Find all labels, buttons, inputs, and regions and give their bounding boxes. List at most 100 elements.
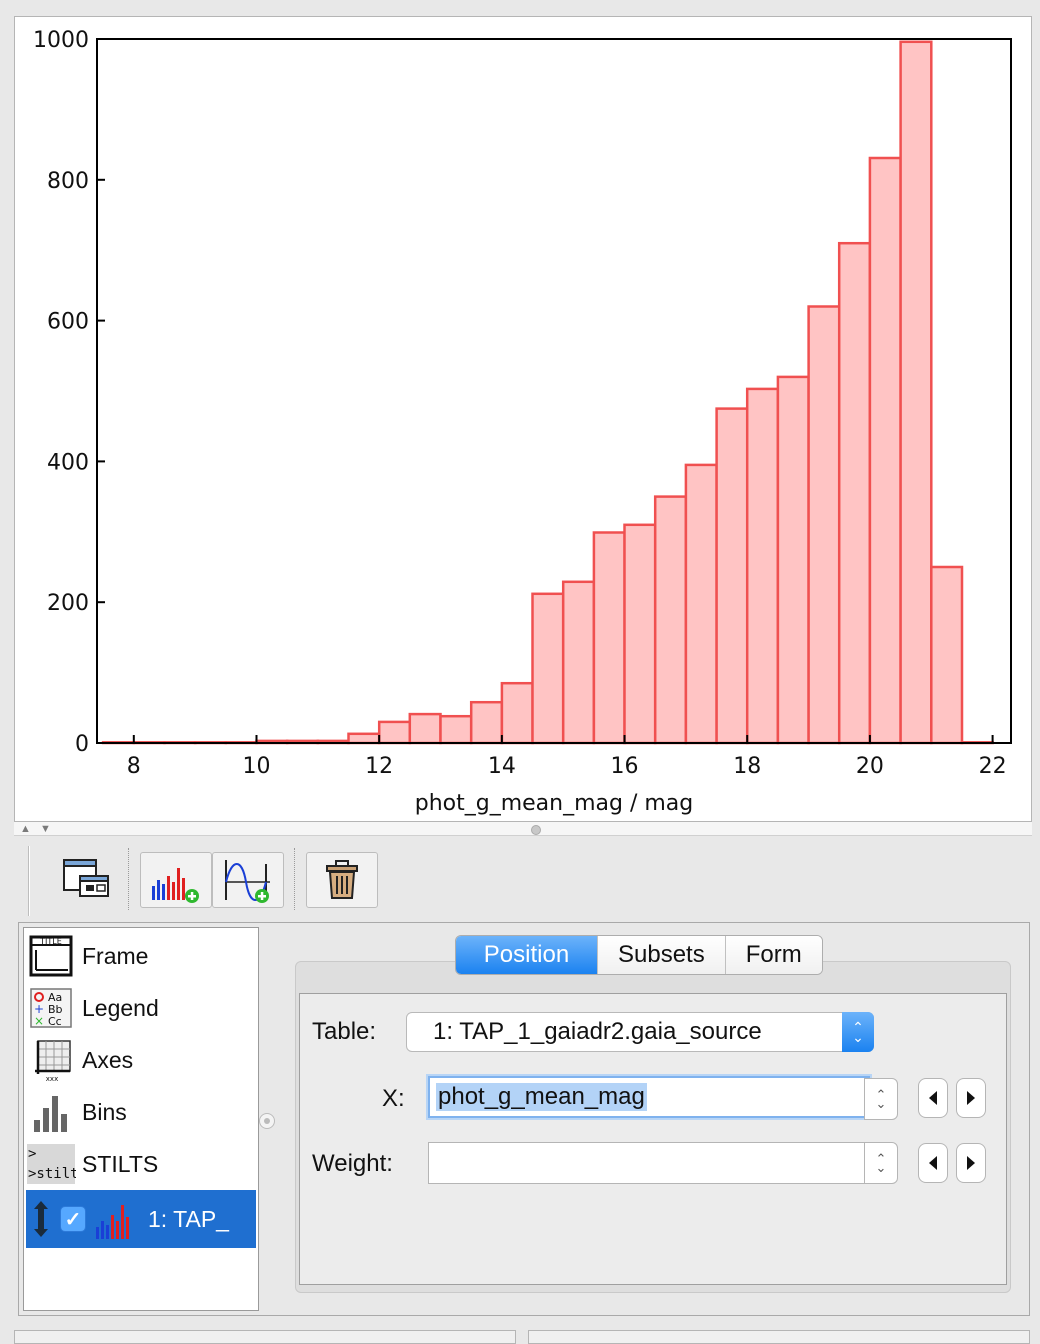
histogram-bar-22 [776,375,810,745]
histogram-bar-9 [377,720,412,745]
svg-text:Cc: Cc [48,1015,62,1028]
axes-grid-icon: xxx [26,1037,76,1083]
panel-divider-handle[interactable] [259,1113,275,1129]
control-item-label: Axes [82,1046,134,1073]
x-column-input[interactable]: phot_g_mean_mag [428,1076,870,1118]
x-prev-button[interactable] [918,1078,948,1118]
layer-label: 1: TAP_ [148,1205,229,1232]
x-tick-label-0: 8 [127,754,141,779]
plot-splitter[interactable]: ▲ ▼ [14,822,1032,836]
svg-text:>stilts: >stilts [28,1166,76,1182]
histogram-bar-20 [715,407,749,745]
status-box-left [14,1330,516,1344]
legend-icon: Aa + Bb × Cc [26,985,76,1031]
histogram-bar-26 [899,40,933,745]
weight-next-button[interactable] [956,1143,986,1183]
histogram-bar-15 [561,580,596,745]
histogram-bar-11 [439,714,473,745]
triangle-left-icon [929,1156,937,1170]
x-tick-label-7: 22 [979,754,1007,779]
control-item-axes[interactable]: xxx Axes [24,1034,258,1086]
frame-title-icon: TITLE [26,933,76,979]
svg-text:>: > [28,1146,36,1162]
y-tick-label-1: 200 [47,591,89,616]
triangle-right-icon [967,1156,975,1170]
y-tick-label-3: 600 [47,310,89,335]
control-item-legend[interactable]: Aa + Bb × Cc Legend [24,982,258,1034]
weight-prev-button[interactable] [918,1143,948,1183]
histogram-bar-14 [531,592,565,745]
add-histogram-layer-button[interactable] [140,852,212,908]
toolbar-grip[interactable] [28,846,30,916]
tab-form[interactable]: Form [725,936,822,974]
bins-icon [26,1089,76,1135]
histogram-bar-23 [807,305,841,745]
toolbar-separator [294,848,295,910]
control-item-label: Frame [82,942,149,969]
svg-text:TITLE: TITLE [39,937,62,946]
x-label: X: [382,1085,405,1112]
split-up-arrow-icon[interactable]: ▲ [20,823,31,835]
plot-frame [96,38,1012,744]
y-tick-label-2: 400 [47,450,89,475]
plot-panel[interactable]: 8 10 12 14 16 18 20 22 0 200 400 600 800 1000 phot_g_… [14,16,1032,822]
svg-text:×: × [34,1014,44,1028]
y-tick-label-4: 800 [47,169,89,194]
histogram-bar-8 [347,732,381,745]
histogram-bar-24 [837,241,872,745]
position-tab-content: Table: 1: TAP_1_gaiadr2.gaia_source ⌃ ⌄ X… [299,993,1007,1285]
svg-text:Aa: Aa [48,991,62,1004]
svg-text:+: + [34,1002,44,1016]
table-select[interactable]: 1: TAP_1_gaiadr2.gaia_source ⌃ ⌄ [406,1012,874,1052]
drag-handle-icon[interactable] [30,1199,52,1239]
table-label: Table: [312,1018,377,1045]
add-function-layer-button[interactable] [212,852,284,908]
control-item-frame[interactable]: TITLE Frame [24,930,258,982]
histogram-bar-13 [500,681,534,745]
toolbar-separator [128,848,129,910]
control-item-label: Legend [82,994,159,1021]
ticks-group: 8 10 12 14 16 18 20 22 0 200 400 600 800 1000 [33,28,1007,779]
tab-position[interactable]: Position [456,936,598,974]
control-item-bins[interactable]: Bins [24,1086,258,1138]
histogram-bar-16 [592,531,626,745]
split-down-arrow-icon[interactable]: ▼ [40,823,51,835]
x-tick-label-2: 12 [365,754,393,779]
x-column-dropdown[interactable]: ⌃ ⌄ [864,1078,898,1120]
triangle-right-icon [967,1091,975,1105]
histogram-chart[interactable]: 8 10 12 14 16 18 20 22 0 200 400 600 800 1000 phot_g_… [15,17,1031,821]
delete-layer-button[interactable] [306,852,378,908]
layer-item-1[interactable]: ✓ 1: TAP_ [26,1190,256,1248]
svg-text:Bb: Bb [48,1003,63,1016]
toolbar [14,838,1032,922]
x-next-button[interactable] [956,1078,986,1118]
weight-label: Weight: [312,1150,393,1177]
layer-visible-checkbox[interactable]: ✓ [60,1206,86,1232]
triangle-left-icon [929,1091,937,1105]
tab-bar: Position Subsets Form [455,935,823,975]
x-column-value: phot_g_mean_mag [436,1083,647,1111]
weight-input[interactable] [428,1142,866,1184]
histogram-layer-icon [96,1205,129,1239]
window-frame-icon [63,859,109,897]
x-tick-label-5: 18 [733,754,761,779]
trash-icon [326,860,358,899]
x-tick-label-3: 14 [488,754,516,779]
y-tick-label-5: 1000 [33,28,89,53]
control-item-label: STILTS [82,1150,159,1177]
control-panel: TITLE Frame Aa + Bb × Cc Legend [18,922,1030,1316]
table-select-value: 1: TAP_1_gaiadr2.gaia_source [433,1018,762,1045]
function-add-icon [225,860,270,903]
x-axis-title: phot_g_mean_mag / mag [415,791,694,816]
histogram-bar-19 [684,463,718,745]
control-item-stilts[interactable]: > >stilts STILTS [24,1138,258,1190]
svg-text:xxx: xxx [46,1075,58,1082]
add-window-button[interactable] [50,850,122,906]
histogram-bar-21 [745,387,780,745]
split-handle[interactable] [531,825,541,835]
tab-subsets[interactable]: Subsets [598,936,726,974]
bars-group [101,40,994,745]
status-box-right [528,1330,1030,1344]
weight-dropdown[interactable]: ⌃ ⌄ [864,1142,898,1184]
x-tick-label-1: 10 [242,754,270,779]
